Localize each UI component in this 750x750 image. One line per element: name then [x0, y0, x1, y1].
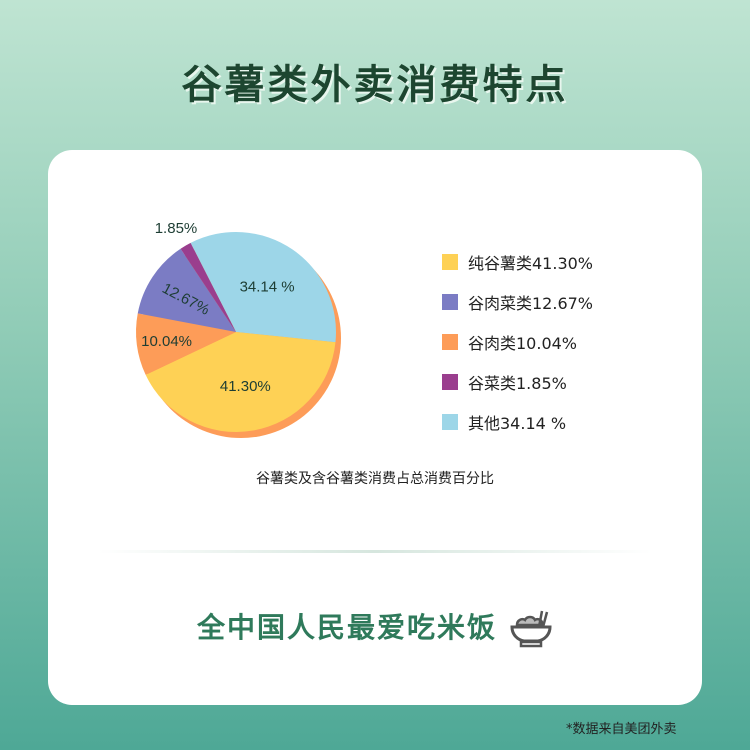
legend-item: 谷肉类10.04% [442, 322, 593, 362]
rice-bowl-icon [510, 610, 552, 648]
legend-item: 谷肉菜类12.67% [442, 282, 593, 322]
legend: 纯谷薯类41.30% 谷肉菜类12.67% 谷肉类10.04% 谷菜类1.85% 其他3… [442, 242, 593, 442]
divider [98, 550, 652, 553]
pie-label: 34.14 % [240, 279, 295, 296]
chart-caption: 谷薯类及含谷薯类消费占总消费百分比 [256, 471, 494, 487]
legend-label: 谷肉类10.04% [468, 334, 578, 353]
legend-label: 纯谷薯类41.30% [468, 254, 594, 273]
legend-swatch [442, 254, 458, 270]
legend-label: 其他34.14 % [468, 414, 567, 433]
legend-swatch [442, 334, 458, 350]
legend-label: 谷菜类1.85% [468, 374, 567, 393]
pie-label: 1.85% [155, 220, 198, 237]
chart-card: 34.14 % 41.30% 10.04% 12.67% 1.85% 纯谷薯类41.30… [48, 150, 702, 705]
pie-label: 10.04% [141, 333, 192, 350]
legend-swatch [442, 414, 458, 430]
legend-item: 其他34.14 % [442, 402, 593, 442]
pie-label: 41.30% [220, 378, 271, 395]
legend-item: 谷菜类1.85% [442, 362, 593, 402]
legend-swatch [442, 374, 458, 390]
data-source-note: *数据来自美团外卖 [566, 722, 677, 737]
slogan: 全中国人民最爱吃米饭 [48, 606, 702, 649]
pie-chart: 34.14 %41.30%10.04%12.67%1.85% [136, 220, 341, 438]
legend-swatch [442, 294, 458, 310]
legend-item: 纯谷薯类41.30% [442, 242, 593, 282]
pie-slice-纯谷薯类 [145, 332, 336, 432]
pie-slice-其他 [190, 231, 336, 343]
pie-slice-谷菜类 [180, 242, 236, 332]
page-title: 谷薯类外卖消费特点 [181, 62, 569, 108]
pie-slice-谷肉菜类 [137, 248, 236, 332]
pie-slice-谷肉类 [136, 313, 236, 375]
slogan-text: 全中国人民最爱吃米饭 [196, 611, 497, 644]
legend-label: 谷肉菜类12.67% [468, 294, 594, 313]
